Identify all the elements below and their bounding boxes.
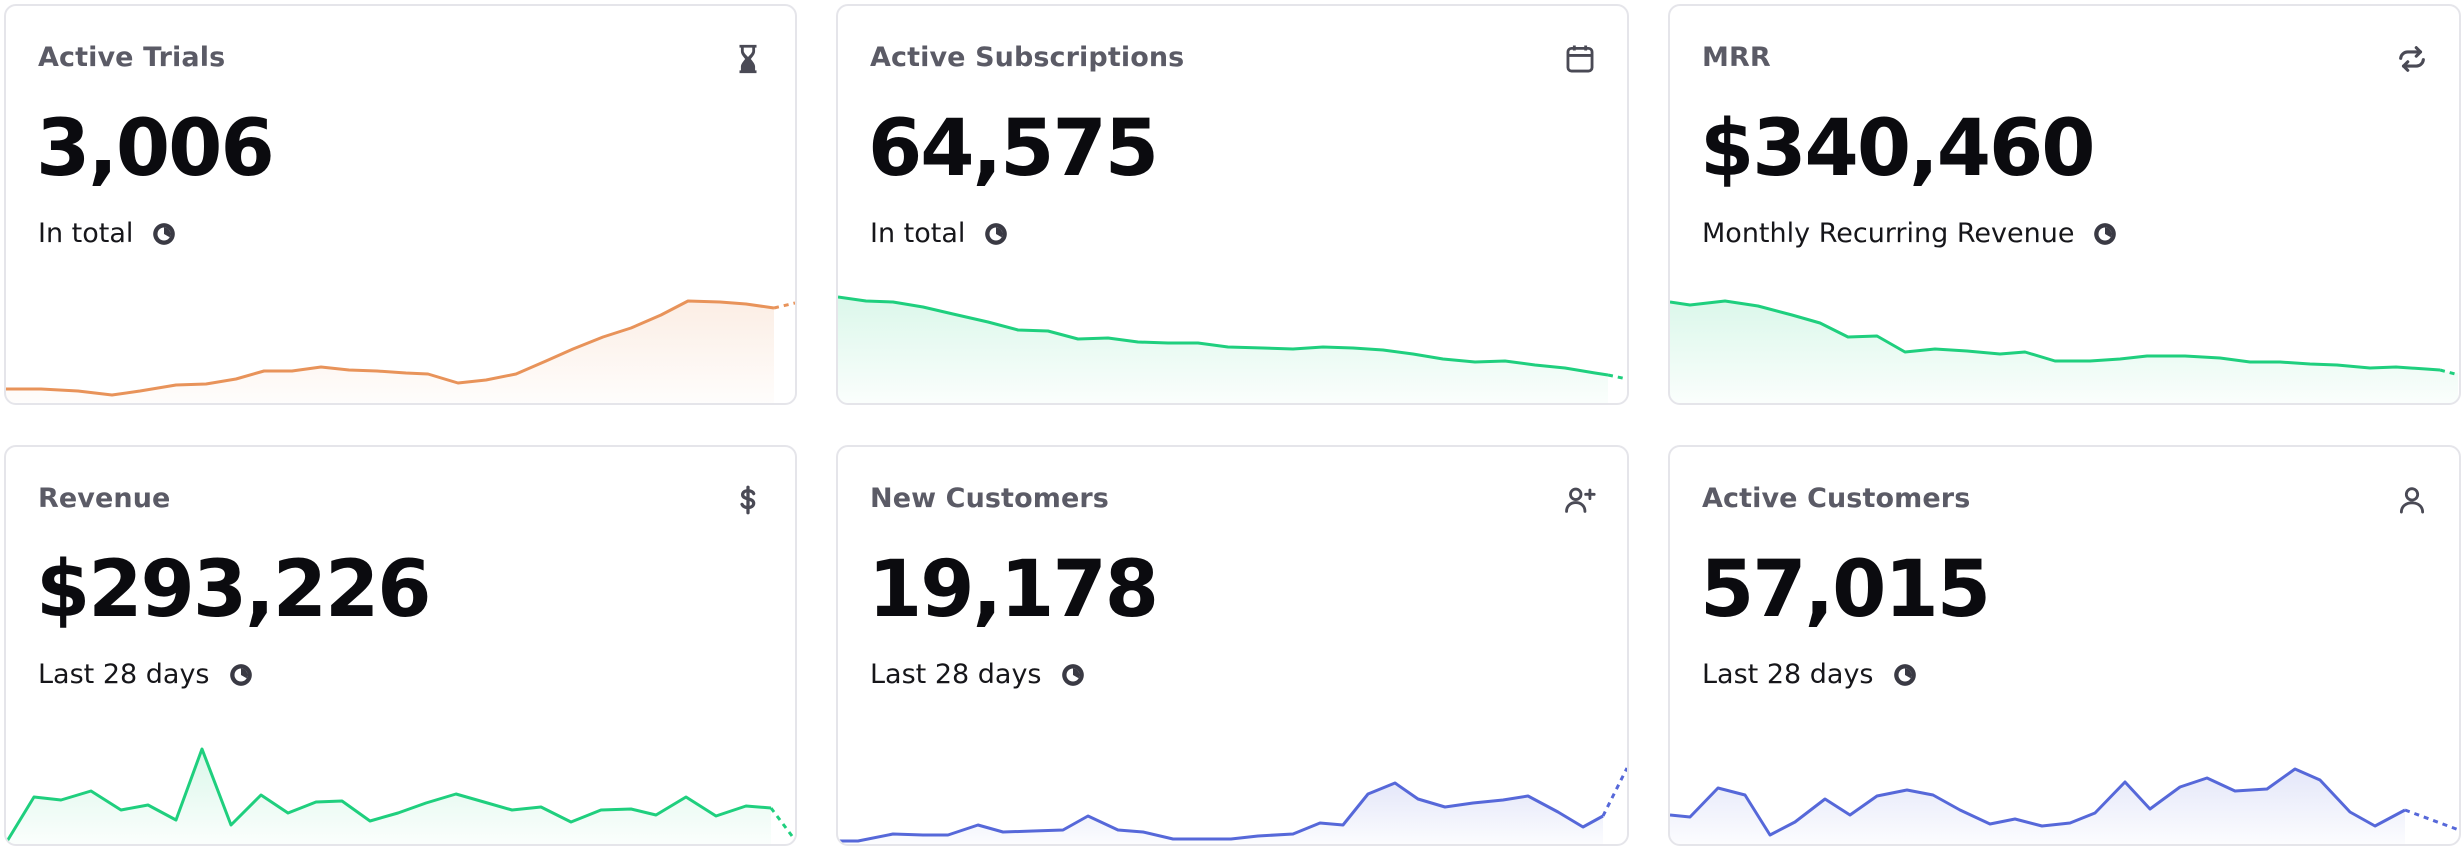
metric-value: 3,006 bbox=[36, 104, 275, 194]
metric-subtitle: In total bbox=[38, 218, 134, 249]
card-title: New Customers bbox=[870, 483, 1109, 514]
sparkline-chart bbox=[6, 283, 795, 403]
info-icon[interactable] bbox=[151, 221, 177, 247]
metric-value: $293,226 bbox=[36, 545, 432, 635]
hourglass-icon bbox=[731, 42, 765, 76]
metric-subtitle-row: Last 28 days bbox=[870, 659, 1086, 690]
metric-subtitle: Last 28 days bbox=[38, 659, 210, 690]
sparkline-chart bbox=[838, 724, 1627, 844]
metric-subtitle: Monthly Recurring Revenue bbox=[1702, 218, 2075, 249]
metric-value: $340,460 bbox=[1700, 104, 2096, 194]
card-title: Active Customers bbox=[1702, 483, 1971, 514]
calendar-icon bbox=[1563, 42, 1597, 76]
refresh-icon bbox=[2395, 42, 2429, 76]
card-active-subscriptions[interactable]: Active Subscriptions 64,575 In total bbox=[836, 4, 1629, 405]
metric-value: 19,178 bbox=[868, 545, 1159, 635]
sparkline-chart bbox=[6, 724, 795, 844]
card-new-customers[interactable]: New Customers 19,178 Last 28 days bbox=[836, 445, 1629, 846]
sparkline-chart bbox=[1670, 283, 2459, 403]
metric-subtitle: In total bbox=[870, 218, 966, 249]
metric-value: 64,575 bbox=[868, 104, 1159, 194]
card-mrr[interactable]: MRR $340,460 Monthly Recurring Revenue bbox=[1668, 4, 2461, 405]
metric-subtitle-row: Last 28 days bbox=[38, 659, 254, 690]
card-title: Active Trials bbox=[38, 42, 226, 73]
card-title: Revenue bbox=[38, 483, 171, 514]
info-icon[interactable] bbox=[228, 662, 254, 688]
user-plus-icon bbox=[1563, 483, 1597, 517]
metric-value: 57,015 bbox=[1700, 545, 1991, 635]
card-active-trials[interactable]: Active Trials 3,006 In total bbox=[4, 4, 797, 405]
info-icon[interactable] bbox=[1060, 662, 1086, 688]
metric-subtitle-row: In total bbox=[870, 218, 1009, 249]
info-icon[interactable] bbox=[2092, 221, 2118, 247]
metric-subtitle-row: In total bbox=[38, 218, 177, 249]
metric-subtitle-row: Last 28 days bbox=[1702, 659, 1918, 690]
metric-subtitle-row: Monthly Recurring Revenue bbox=[1702, 218, 2118, 249]
card-active-customers[interactable]: Active Customers 57,015 Last 28 days bbox=[1668, 445, 2461, 846]
sparkline-chart bbox=[1670, 724, 2459, 844]
card-revenue[interactable]: Revenue $293,226 Last 28 days bbox=[4, 445, 797, 846]
metric-subtitle: Last 28 days bbox=[1702, 659, 1874, 690]
metric-subtitle: Last 28 days bbox=[870, 659, 1042, 690]
card-title: MRR bbox=[1702, 42, 1771, 73]
dollar-icon bbox=[731, 483, 765, 517]
sparkline-chart bbox=[838, 283, 1627, 403]
user-icon bbox=[2395, 483, 2429, 517]
info-icon[interactable] bbox=[1892, 662, 1918, 688]
info-icon[interactable] bbox=[983, 221, 1009, 247]
card-title: Active Subscriptions bbox=[870, 42, 1185, 73]
